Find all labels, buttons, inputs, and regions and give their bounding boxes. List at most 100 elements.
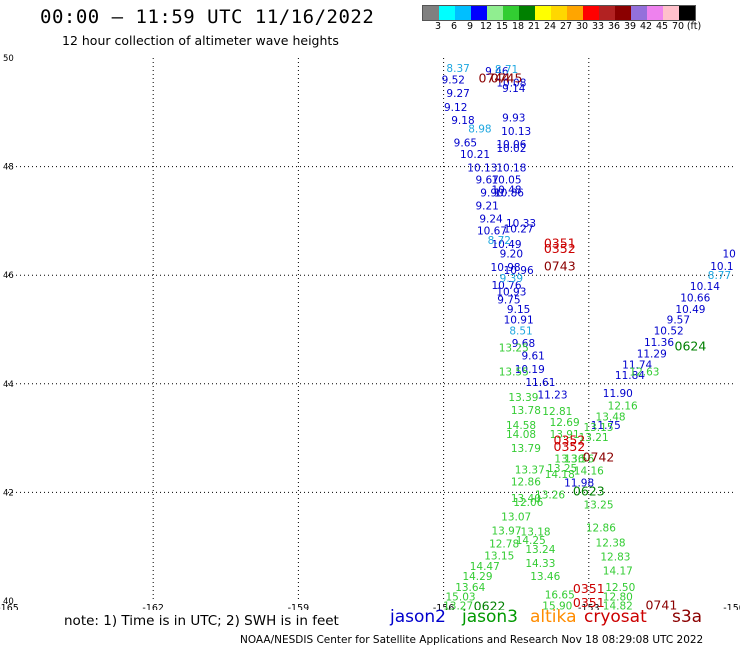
- data-label: 12.06: [513, 497, 543, 509]
- units-note: note: 1) Time is in UTC; 2) SWH is in fe…: [64, 613, 339, 629]
- color-scale-cell: [519, 6, 535, 20]
- data-label: 0351: [573, 581, 605, 596]
- data-label: 10.96: [504, 265, 534, 277]
- data-label: 13.24: [525, 544, 555, 556]
- data-label: 0623: [573, 483, 605, 498]
- data-label: 9.15: [507, 304, 530, 316]
- data-label: 0622: [474, 598, 506, 610]
- data-label: 9.12: [444, 102, 467, 114]
- data-label: 10.48: [491, 184, 521, 196]
- data-label: 0351: [544, 236, 576, 251]
- data-label: 9.57: [667, 315, 690, 327]
- data-label: 10.91: [504, 315, 534, 327]
- data-label: 13.18: [521, 526, 551, 538]
- data-label: 11.23: [537, 390, 567, 402]
- data-label: 9.93: [502, 113, 525, 125]
- data-label: 13.36: [554, 454, 584, 466]
- data-label: 10.21: [460, 149, 490, 161]
- data-label: 12.63: [629, 366, 659, 378]
- color-scale-label: 36: [607, 21, 621, 32]
- data-label: 11.98: [564, 478, 594, 490]
- color-scale-label: 9: [466, 21, 474, 32]
- data-label: 14.25: [516, 535, 546, 547]
- data-label: 10.14: [690, 281, 720, 293]
- data-label: 12.83: [600, 551, 630, 563]
- data-label: 0624: [675, 338, 707, 353]
- data-label: 9.18: [451, 115, 474, 127]
- data-label: 13.79: [511, 443, 541, 455]
- data-label: 13.55: [499, 366, 529, 378]
- color-scale-cell: [423, 6, 439, 20]
- data-label: 0743: [544, 259, 576, 274]
- x-tick-label: -165: [0, 603, 19, 610]
- data-label: 14.47: [470, 561, 500, 573]
- color-scale-label: 6: [450, 21, 458, 32]
- data-label: 13.21: [579, 432, 609, 444]
- data-label: 9.67: [475, 175, 498, 187]
- data-label: 11.29: [637, 348, 667, 360]
- data-label: 13.25: [583, 499, 613, 511]
- data-label: 11.61: [525, 377, 555, 389]
- data-label: 10.06: [496, 139, 526, 151]
- x-tick-label: -159: [288, 603, 310, 610]
- data-label: 14.29: [462, 571, 492, 583]
- data-label: 13.15: [484, 550, 514, 562]
- data-label: 16.65: [545, 589, 575, 601]
- color-scale-cell: [663, 6, 679, 20]
- color-scale-label: 39: [623, 21, 637, 32]
- data-label: 12.78: [489, 538, 519, 550]
- data-label: 13.64: [455, 582, 485, 594]
- data-label: 12.81: [542, 406, 572, 418]
- data-label: 11.90: [603, 388, 633, 400]
- data-label: 10.49: [491, 239, 521, 251]
- legend-cryosat: cryosat: [584, 607, 647, 627]
- legend-altika: altika: [530, 607, 577, 627]
- data-label: 8.98: [468, 124, 491, 136]
- data-label: 14.58: [506, 420, 536, 432]
- color-scale-label: 12: [479, 21, 493, 32]
- data-label: 0741: [645, 597, 677, 610]
- color-scale-labels: 3 6 9 12 15 18 21 24 27 30 33 36 39 42 45 70 (ft): [422, 21, 740, 35]
- color-scale-label: (ft): [686, 21, 702, 32]
- data-label: 11.84: [615, 370, 645, 382]
- data-label: 10.05: [491, 175, 521, 187]
- color-scale-cell: [551, 6, 567, 20]
- data-label: 0352: [554, 432, 586, 447]
- color-scale-cell: [615, 6, 631, 20]
- data-label: 10.66: [680, 292, 710, 304]
- color-scale-cell: [503, 6, 519, 20]
- data-label: 0352: [544, 241, 576, 256]
- data-label: 9.75: [497, 295, 520, 307]
- data-label: 9.46: [485, 66, 509, 78]
- data-label: 10.02: [496, 143, 526, 155]
- data-label: 9.52: [442, 75, 465, 87]
- data-label: 10.49: [675, 304, 705, 316]
- data-label: 13.37: [515, 465, 545, 477]
- color-scale-cell: [583, 6, 599, 20]
- color-scale-label: 70: [671, 21, 685, 32]
- data-label: 13.91: [550, 429, 580, 441]
- data-label: 15.90: [542, 600, 572, 610]
- data-label: 13.26: [535, 490, 565, 502]
- data-label: 9.14: [502, 83, 526, 95]
- x-tick-label: -162: [142, 603, 164, 610]
- color-scale-label: 21: [527, 21, 541, 32]
- data-label: 14.08: [506, 429, 536, 441]
- chart-title: 00:00 – 11:59 UTC 11/16/2022: [40, 6, 375, 28]
- y-tick-label: 50: [3, 54, 14, 64]
- data-label: 9.90: [480, 188, 503, 200]
- data-label: 14.17: [603, 566, 633, 578]
- color-scale-label: 3: [434, 21, 442, 32]
- x-tick-label: -156: [433, 603, 455, 610]
- data-label: 12.86: [586, 523, 616, 535]
- color-scale-cell: [471, 6, 487, 20]
- data-label: 10: [722, 248, 735, 260]
- data-label: 10.76: [491, 280, 521, 292]
- data-label: 13.56: [564, 454, 594, 466]
- data-label: 12.38: [596, 537, 626, 549]
- data-label: 13.46: [530, 571, 560, 583]
- data-label: 0351: [573, 595, 605, 610]
- color-scale-cell: [567, 6, 583, 20]
- data-label: 10.86: [494, 188, 524, 200]
- data-label: 12.50: [605, 582, 635, 594]
